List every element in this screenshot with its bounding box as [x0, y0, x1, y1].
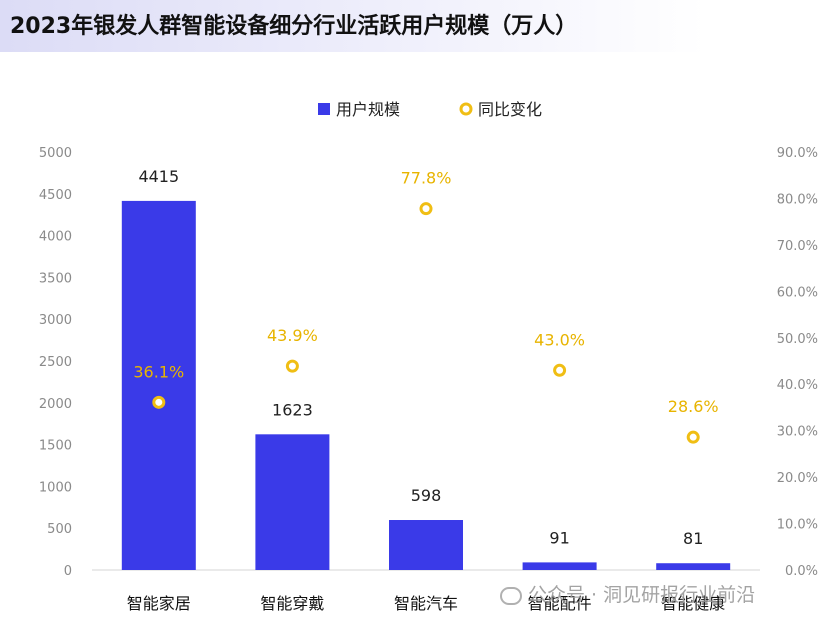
- yoy-value-label: 43.9%: [267, 326, 318, 345]
- yoy-point: [285, 359, 299, 373]
- title-band: [0, 0, 830, 52]
- y2-tick-label: 90.0%: [777, 146, 818, 161]
- bar: [255, 434, 330, 570]
- legend-label-yoy: 同比变化: [478, 100, 542, 119]
- bar-value-label: 598: [411, 486, 442, 505]
- category-label: 智能健康: [661, 594, 725, 613]
- y-tick-label: 1500: [39, 439, 72, 454]
- yoy-value-label: 36.1%: [133, 362, 184, 381]
- y2-tick-label: 20.0%: [777, 471, 818, 486]
- yoy-point: [686, 430, 700, 444]
- y-tick-label: 5000: [39, 146, 72, 161]
- y-tick-label: 2000: [39, 397, 72, 412]
- y2-tick-label: 70.0%: [777, 239, 818, 254]
- bar: [522, 562, 597, 570]
- yoy-value-label: 77.8%: [401, 169, 452, 188]
- y-tick-label: 0: [64, 564, 72, 579]
- bar: [121, 200, 196, 570]
- watermark: 公众号 · 洞见研报行业前沿: [500, 580, 755, 607]
- legend-label-users: 用户规模: [336, 100, 400, 119]
- category-label: 智能配件: [528, 594, 592, 613]
- yoy-point: [419, 202, 433, 216]
- yoy-value-label: 28.6%: [668, 397, 719, 416]
- wechat-icon: [500, 586, 522, 605]
- yoy-point: [152, 395, 166, 409]
- category-label: 智能穿戴: [260, 594, 324, 613]
- category-label: 智能汽车: [394, 594, 458, 613]
- y-tick-label: 2500: [39, 355, 72, 370]
- yoy-point: [553, 363, 567, 377]
- y-tick-label: 4000: [39, 230, 72, 245]
- chart-title: 2023年银发人群智能设备细分行业活跃用户规模（万人）: [10, 14, 578, 39]
- y-tick-label: 4500: [39, 188, 72, 203]
- legend-marker-yoy: [459, 102, 473, 116]
- y2-tick-label: 60.0%: [777, 285, 818, 300]
- y2-tick-label: 50.0%: [777, 332, 818, 347]
- bar: [389, 520, 463, 570]
- bar-value-label: 4415: [138, 167, 179, 186]
- y2-tick-label: 0.0%: [785, 564, 818, 579]
- y2-tick-label: 80.0%: [777, 192, 818, 207]
- y-tick-label: 1000: [39, 480, 72, 495]
- watermark-text: 公众号 · 洞见研报行业前沿: [528, 584, 756, 606]
- y-tick-label: 3500: [39, 271, 72, 286]
- yoy-value-label: 43.0%: [534, 330, 585, 349]
- bar-value-label: 81: [683, 529, 703, 548]
- y2-tick-label: 40.0%: [777, 378, 818, 393]
- y-tick-label: 3000: [39, 313, 72, 328]
- bar-value-label: 1623: [272, 400, 313, 419]
- bar: [656, 563, 731, 570]
- legend-swatch-users: [318, 103, 330, 115]
- y-tick-label: 500: [47, 522, 72, 537]
- bar-value-label: 91: [549, 528, 569, 547]
- y2-tick-label: 10.0%: [777, 518, 818, 533]
- category-label: 智能家居: [127, 594, 191, 613]
- y2-tick-label: 30.0%: [777, 425, 818, 440]
